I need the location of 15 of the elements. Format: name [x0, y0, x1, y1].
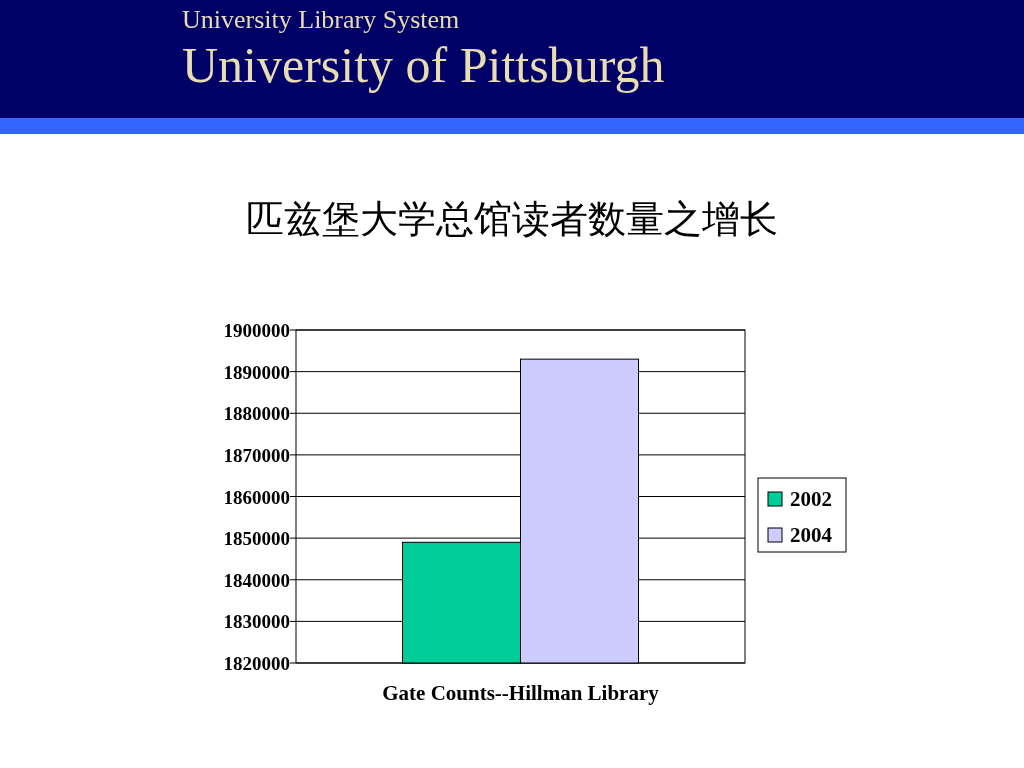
y-tick-label: 1830000: [223, 611, 290, 633]
chart-title: 匹兹堡大学总馆读者数量之增长: [246, 198, 778, 240]
y-tick-label: 1860000: [223, 486, 290, 508]
y-tick-label: 1900000: [223, 320, 290, 341]
legend-label: 2002: [790, 487, 832, 511]
legend-label: 2004: [790, 523, 833, 547]
y-tick-label: 1840000: [223, 569, 290, 591]
text: University Library System: [182, 5, 460, 34]
x-axis-title: Gate Counts--Hillman Library: [382, 681, 660, 705]
y-tick-label: 1820000: [223, 653, 290, 674]
text: University of Pittsburgh: [182, 37, 665, 93]
y-tick-label: 1870000: [223, 444, 290, 466]
y-tick-label: 1880000: [223, 403, 290, 425]
y-tick-label: 1890000: [223, 361, 290, 383]
y-tick-label: 1850000: [223, 528, 290, 550]
